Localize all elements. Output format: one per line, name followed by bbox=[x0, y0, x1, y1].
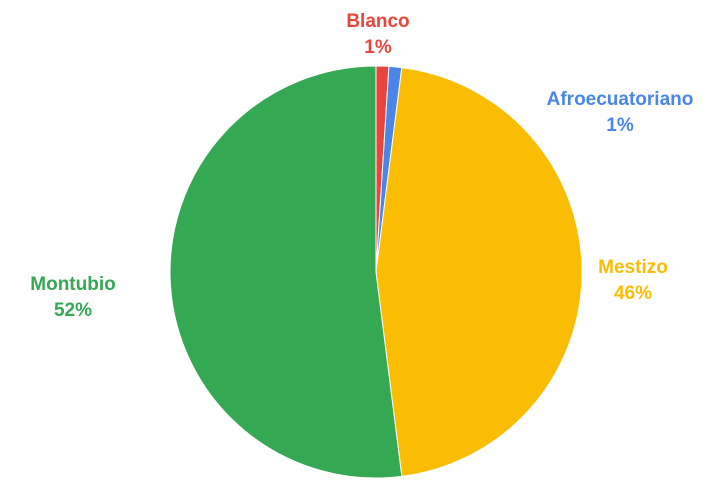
pie-labels: Blanco 1% Afroecuatoriano 1% Mestizo 46% Montu… bbox=[30, 11, 693, 321]
slice-value-blanco: 1% bbox=[364, 37, 392, 58]
pie-slices bbox=[169, 65, 583, 479]
pie-slice-montubio bbox=[169, 65, 403, 479]
slice-label-montubio: Montubio bbox=[30, 274, 115, 295]
pie-slice-mestizo bbox=[375, 67, 583, 477]
slice-value-mestizo: 46% bbox=[614, 283, 652, 304]
slice-value-montubio: 52% bbox=[54, 300, 92, 321]
slice-value-afroecuatoriano: 1% bbox=[606, 115, 634, 136]
slice-label-mestizo: Mestizo bbox=[598, 257, 668, 278]
slice-label-blanco: Blanco bbox=[346, 11, 409, 32]
slice-label-afroecuatoriano: Afroecuatoriano bbox=[547, 89, 694, 110]
